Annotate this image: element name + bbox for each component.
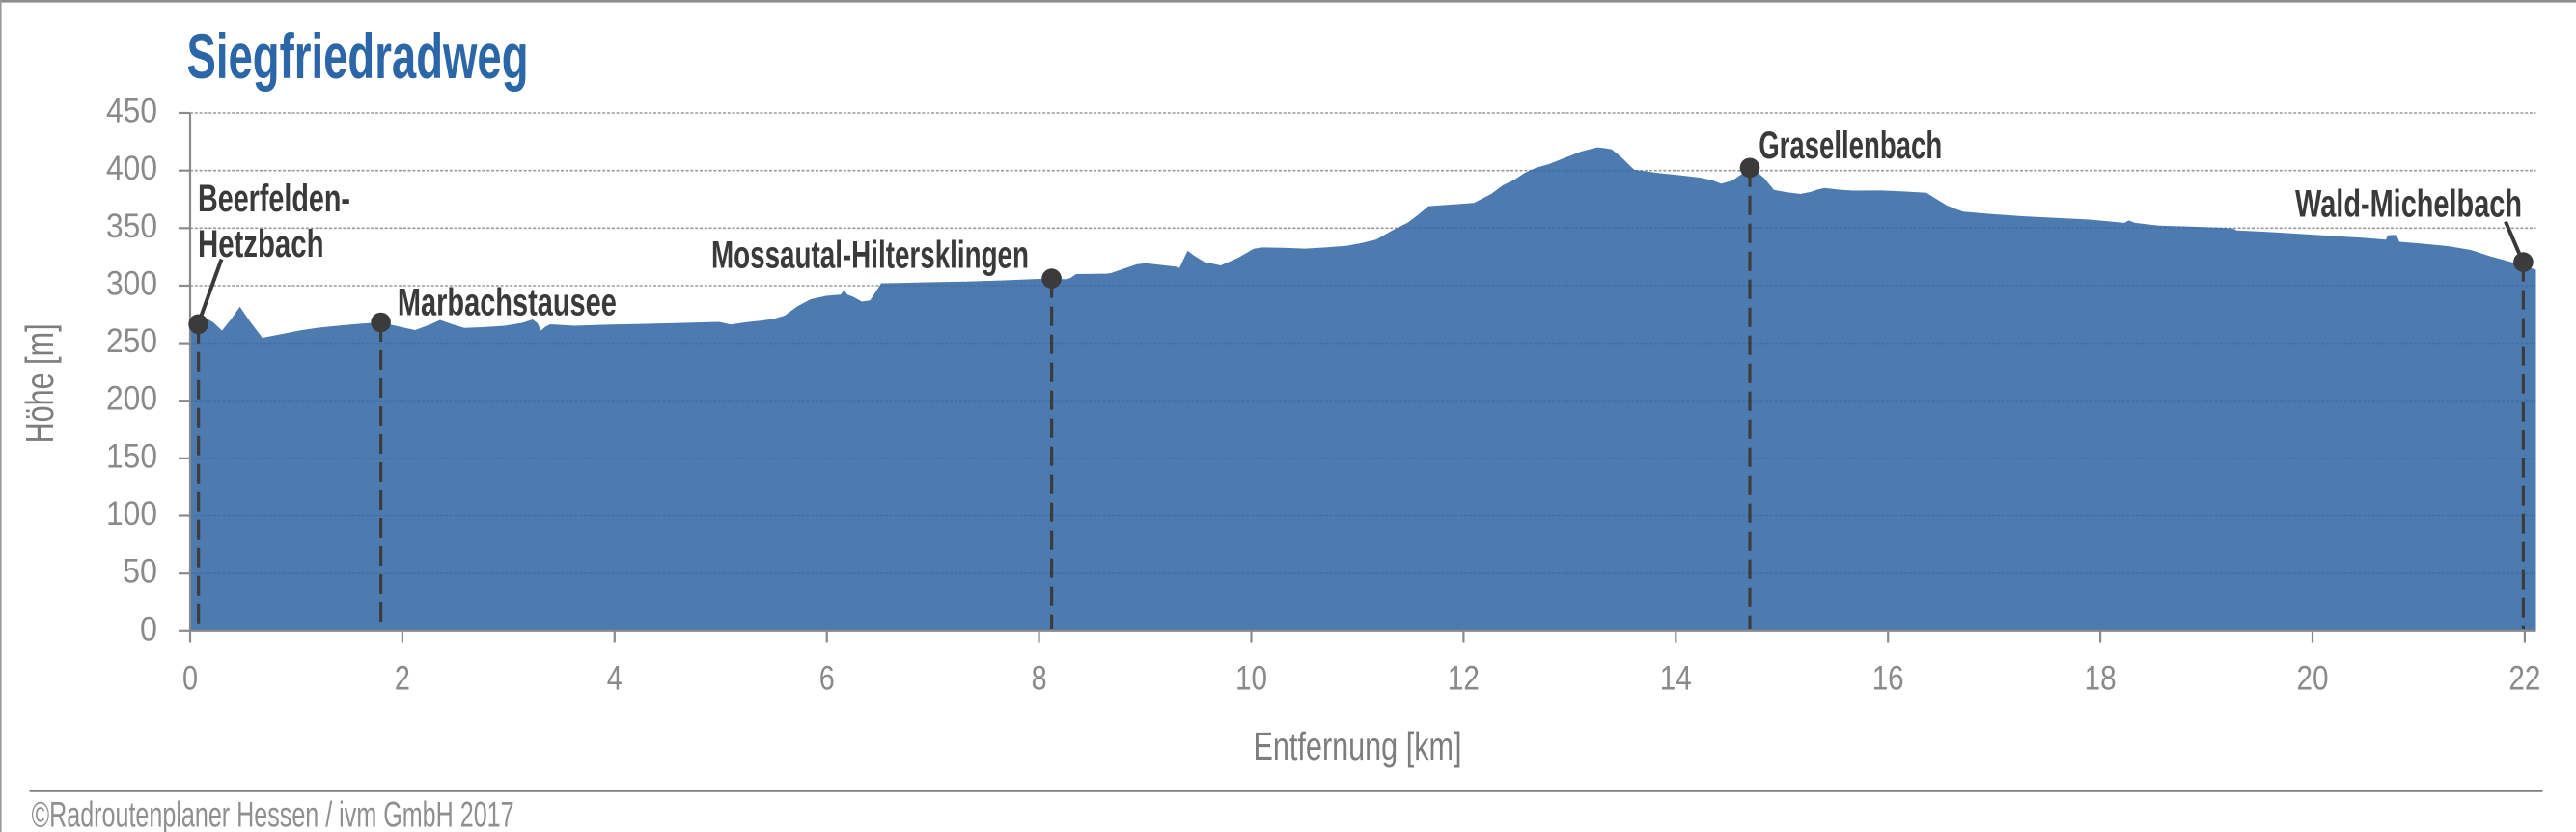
svg-text:6: 6 — [819, 660, 835, 698]
svg-text:12: 12 — [1448, 660, 1480, 698]
svg-text:0: 0 — [182, 660, 198, 698]
svg-text:Höhe [m]: Höhe [m] — [17, 323, 62, 443]
svg-text:14: 14 — [1660, 660, 1692, 698]
svg-text:150: 150 — [106, 437, 157, 475]
svg-text:250: 250 — [106, 322, 157, 360]
svg-text:0: 0 — [140, 610, 157, 648]
svg-text:450: 450 — [106, 93, 157, 130]
svg-text:200: 200 — [106, 380, 157, 418]
svg-text:Marbachstausee: Marbachstausee — [398, 281, 617, 323]
svg-text:Mossautal-Hiltersklingen: Mossautal-Hiltersklingen — [711, 234, 1029, 276]
svg-text:22: 22 — [2508, 660, 2540, 698]
svg-text:Beerfelden-: Beerfelden- — [198, 178, 350, 220]
svg-text:350: 350 — [106, 208, 157, 245]
svg-text:400: 400 — [106, 150, 157, 187]
svg-text:100: 100 — [106, 495, 157, 533]
svg-text:10: 10 — [1235, 660, 1267, 698]
svg-text:©Radroutenplaner Hessen / ivm: ©Radroutenplaner Hessen / ivm GmbH 2017 — [32, 795, 514, 832]
svg-text:Siegfriedradweg: Siegfriedradweg — [187, 20, 529, 92]
svg-text:18: 18 — [2085, 660, 2117, 698]
svg-text:20: 20 — [2297, 660, 2329, 698]
svg-text:300: 300 — [106, 265, 157, 303]
svg-text:4: 4 — [607, 660, 623, 698]
svg-text:2: 2 — [395, 660, 410, 698]
svg-text:Hetzbach: Hetzbach — [198, 223, 324, 265]
svg-text:Wald-Michelbach: Wald-Michelbach — [2295, 183, 2522, 226]
svg-text:50: 50 — [123, 553, 157, 591]
svg-text:8: 8 — [1032, 660, 1047, 698]
svg-text:Grasellenbach: Grasellenbach — [1759, 125, 1942, 167]
svg-text:Entfernung [km]: Entfernung [km] — [1254, 724, 1462, 768]
svg-text:16: 16 — [1872, 660, 1904, 698]
